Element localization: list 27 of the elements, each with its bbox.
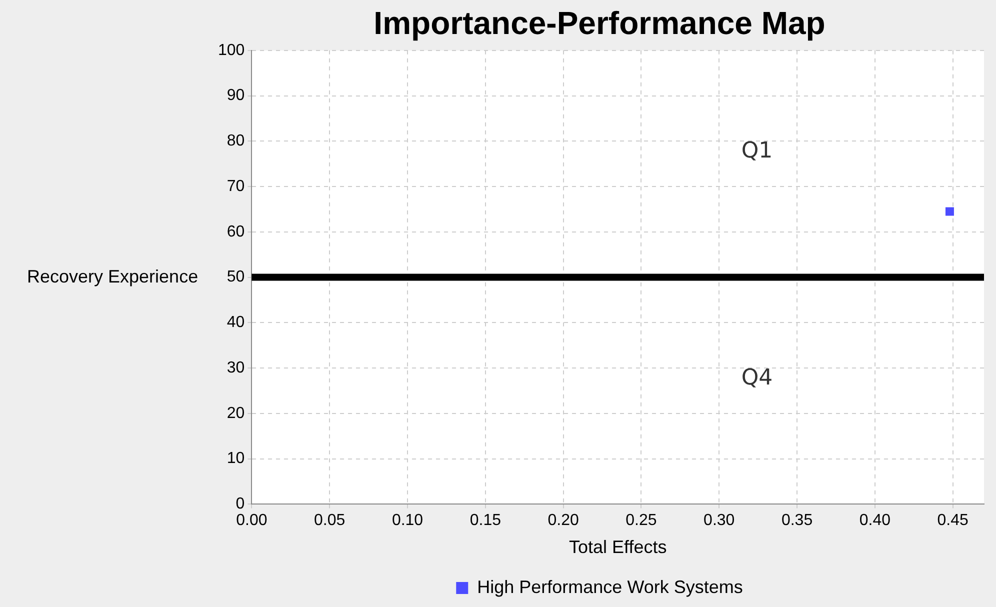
- y-tick-label: 20: [226, 404, 245, 422]
- x-tick-label: 0.20: [548, 512, 579, 530]
- y-tick-label: 60: [226, 223, 245, 240]
- x-tick-label: 0.10: [392, 512, 424, 530]
- x-axis-title: Total Effects: [568, 537, 667, 558]
- y-tick-label: 50: [226, 268, 245, 286]
- x-tick-label: 0.25: [626, 512, 657, 530]
- x-tick-label: 0.40: [859, 512, 891, 530]
- y-tick-label: 70: [226, 178, 245, 195]
- x-tick-label: 0.00: [236, 512, 268, 530]
- y-tick-label: 100: [218, 42, 245, 59]
- y-tick-label: 10: [226, 450, 245, 468]
- y-tick-label: 90: [226, 87, 245, 104]
- y-tick-label: 40: [226, 314, 245, 332]
- x-tick-label: 0.05: [314, 512, 346, 530]
- y-tick-label: 80: [226, 132, 245, 150]
- x-tick-label: 0.30: [704, 512, 735, 530]
- x-tick-label: 0.35: [781, 512, 813, 530]
- chart-title: Importance-Performance Map: [374, 5, 826, 42]
- x-tick-label: 0.15: [470, 512, 502, 530]
- annotation: Q1: [741, 138, 773, 164]
- y-tick-label: 0: [236, 496, 245, 513]
- y-axis-title: Recovery Experience: [27, 266, 198, 286]
- y-tick-label: 30: [226, 359, 245, 376]
- x-tick-label: 0.45: [937, 512, 969, 530]
- annotation: Q4: [741, 365, 773, 390]
- legend-label: High Performance Work Systems: [477, 576, 743, 597]
